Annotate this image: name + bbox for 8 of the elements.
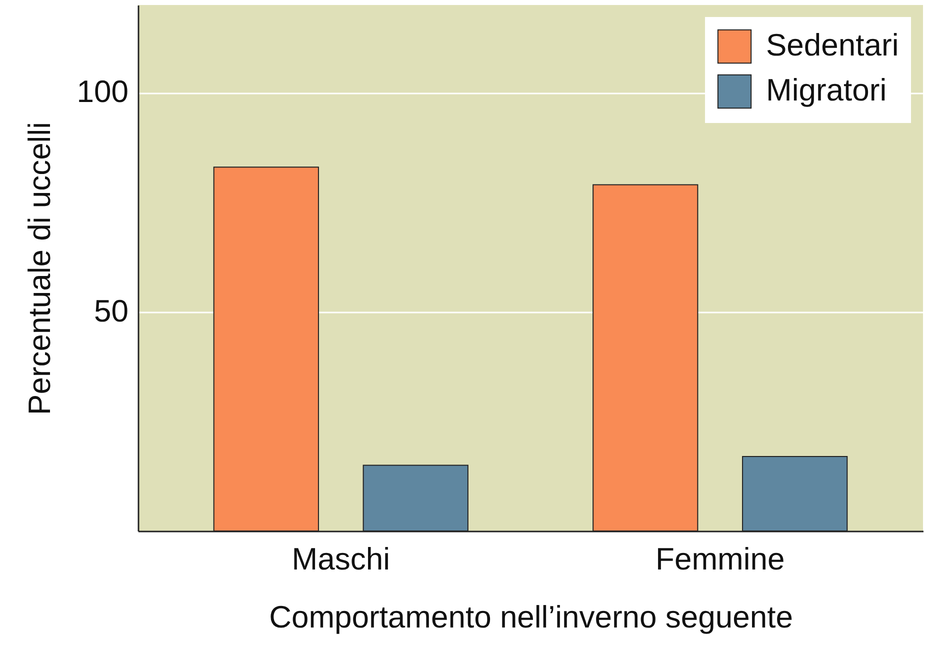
x-tick-label: Femmine (656, 542, 785, 576)
x-axis-title: Comportamento nell’inverno seguente (269, 600, 793, 634)
legend-label: Migratori (766, 72, 887, 108)
x-tick-label: Maschi (292, 542, 390, 576)
legend-label: Sedentari (766, 28, 899, 62)
y-tick-label: 50 (94, 293, 128, 328)
y-tick-label: 100 (76, 74, 128, 110)
y-axis-title: Percentuale di uccelli (22, 122, 57, 415)
